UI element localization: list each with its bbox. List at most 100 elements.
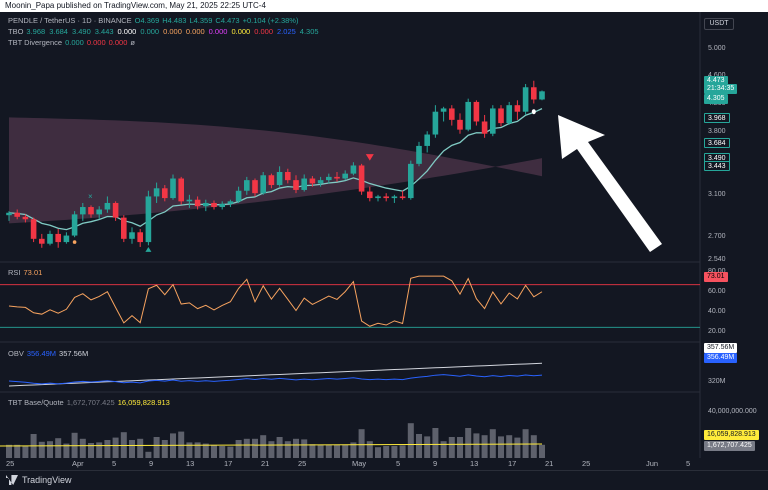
volume-bar bbox=[325, 444, 332, 458]
candle-body bbox=[129, 232, 135, 239]
white-dot-icon bbox=[531, 109, 536, 115]
candle-body bbox=[252, 180, 258, 194]
sell-signal-icon bbox=[365, 154, 374, 161]
rsi-tick-label: 80.00 bbox=[708, 268, 726, 275]
volume-bar bbox=[407, 423, 414, 458]
footer: TradingView bbox=[0, 470, 768, 490]
volume-bar bbox=[350, 442, 357, 458]
volume-bar bbox=[186, 442, 193, 458]
tbo-values: 3.968 3.684 3.490 3.443 0.000 0.000 0.000 0.000… bbox=[26, 27, 318, 36]
volume-bar bbox=[539, 444, 545, 458]
volume-bar bbox=[498, 436, 504, 458]
tbo-value: 2.025 bbox=[277, 27, 296, 36]
obv-ma-line bbox=[8, 362, 543, 387]
volume-bar bbox=[79, 438, 86, 458]
tbo-fast-line bbox=[8, 108, 543, 231]
volume-bar bbox=[530, 435, 537, 458]
candle-body bbox=[383, 196, 389, 199]
symbol-label: PENDLE / TetherUS · 1D · BINANCE bbox=[8, 16, 132, 25]
candle-body bbox=[153, 188, 160, 197]
tbo-value: 0.000 bbox=[208, 27, 228, 36]
rsi-tick-label: 40.00 bbox=[708, 308, 726, 315]
price-tag: 16,059,828.913 bbox=[704, 430, 759, 440]
tbo-value: 0.000 bbox=[185, 27, 205, 36]
candle-body bbox=[227, 201, 234, 204]
candle-body bbox=[326, 176, 332, 181]
candle-body bbox=[162, 188, 168, 199]
tbo-cloud bbox=[9, 117, 542, 224]
time-axis[interactable]: 25 Apr 5 9 13 17 21 25 May 5 9 13 17 21 25 Jun 5 bbox=[0, 458, 700, 470]
price-tick-label: 3.800 bbox=[708, 128, 726, 135]
volume-bar bbox=[432, 428, 439, 458]
currency-button[interactable]: USDT bbox=[704, 18, 734, 30]
volume-bar bbox=[358, 429, 365, 458]
volume-bar bbox=[6, 444, 12, 458]
candle-body bbox=[276, 172, 283, 186]
time-tick-label: Jun bbox=[646, 459, 659, 468]
base-value-1: 1,672,707.425 bbox=[66, 398, 115, 407]
candle-body bbox=[375, 196, 381, 199]
obv-value-2: 357.56M bbox=[59, 349, 89, 358]
tradingview-brand[interactable]: TradingView bbox=[6, 475, 72, 485]
legend-main: PENDLE / TetherUS · 1D · BINANCE O4.369 … bbox=[8, 16, 298, 25]
time-tick-label: 21 bbox=[545, 459, 554, 468]
chart-area[interactable]: × PENDLE / TetherUS · 1D · BINANCE O4.36… bbox=[0, 12, 768, 470]
price-tick-label: 4.600 bbox=[708, 72, 726, 79]
tbt-value-1: 0.000 bbox=[65, 38, 84, 47]
tbo-value: 0.000 bbox=[140, 27, 160, 36]
volume-bar bbox=[481, 435, 488, 458]
rsi-tick-label: 60.00 bbox=[708, 288, 726, 295]
volume-bar bbox=[55, 438, 62, 458]
candle-body bbox=[309, 178, 316, 184]
candle-body bbox=[219, 203, 225, 208]
legend-tbt: TBT Divergence 0.000 0.000 0.000 ø bbox=[8, 38, 135, 47]
candle-body bbox=[203, 202, 209, 207]
buy-signal-icon bbox=[145, 246, 152, 252]
candle-body bbox=[449, 108, 455, 120]
publish-info: Moonin_Papa published on TradingView.com… bbox=[0, 0, 768, 12]
candle-body bbox=[424, 134, 430, 146]
volume-bar bbox=[317, 444, 324, 458]
price-tag: 356.49M bbox=[704, 353, 738, 363]
tbo-value: 0.000 bbox=[117, 27, 137, 36]
volume-bar bbox=[219, 446, 226, 458]
candle-body bbox=[490, 108, 496, 134]
volume-bar bbox=[473, 433, 480, 458]
price-tag: 73.01 bbox=[704, 272, 728, 282]
time-tick-label: 17 bbox=[508, 459, 517, 468]
price-tag: 3.443 bbox=[704, 161, 730, 171]
volume-bar bbox=[112, 437, 119, 458]
candle-body bbox=[522, 87, 529, 112]
price-tick-label: 3.100 bbox=[708, 191, 726, 198]
volume-bar bbox=[309, 444, 316, 458]
obv-tick-label: 320M bbox=[708, 378, 726, 385]
candle-body bbox=[416, 145, 422, 164]
legend-tbo: TBO 3.968 3.684 3.490 3.443 0.000 0.000 0.000 0… bbox=[8, 27, 319, 36]
volume-bar bbox=[235, 440, 242, 458]
tbo-value: 0.000 bbox=[163, 27, 182, 36]
annotation-arrow-icon bbox=[558, 115, 662, 252]
volume-bar bbox=[383, 446, 390, 458]
rsi-value: 73.01 bbox=[23, 268, 43, 277]
tbo-value: 3.968 bbox=[26, 27, 46, 36]
price-tag: 21:34:35 bbox=[704, 84, 738, 94]
candle-body bbox=[358, 165, 365, 192]
volume-bar bbox=[161, 440, 168, 458]
time-tick-label: 5 bbox=[686, 459, 691, 468]
volume-bar bbox=[268, 441, 275, 458]
candle-body bbox=[194, 199, 201, 207]
candle-body bbox=[244, 180, 250, 191]
candle-body bbox=[432, 111, 439, 135]
time-tick-label: 9 bbox=[433, 459, 438, 468]
tbo-value: 3.684 bbox=[49, 27, 68, 36]
chart-canvas[interactable]: × bbox=[0, 12, 768, 470]
obv-value-1: 356.49M bbox=[26, 349, 57, 358]
volume-bar bbox=[284, 441, 291, 458]
candle-body bbox=[408, 163, 414, 199]
candle-body bbox=[39, 238, 45, 244]
candle-body bbox=[71, 214, 78, 236]
tbo-label: TBO bbox=[8, 27, 24, 36]
volume-bar bbox=[104, 440, 111, 458]
tbt-glyph: ø bbox=[130, 38, 135, 47]
volume-bar bbox=[489, 429, 496, 458]
